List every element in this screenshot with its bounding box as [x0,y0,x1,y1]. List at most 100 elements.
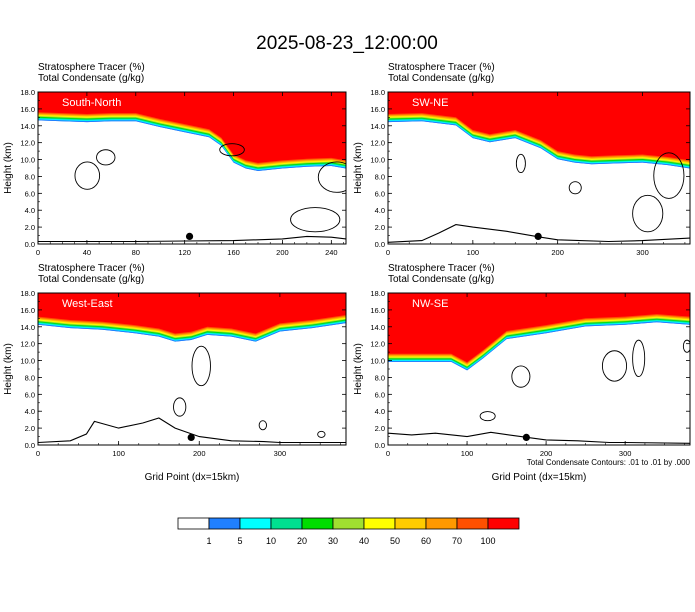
x-tick-label: 40 [83,248,91,257]
condensate-contour-5 [682,339,690,353]
location-marker [534,232,542,240]
y-tick-label: 2.0 [25,223,35,232]
y-tick-label: 4.0 [25,407,35,416]
panel-title-condensate: Total Condensate (g/kg) [388,73,494,84]
tracer-layer-1 [388,293,690,363]
condensate-contour-5 [290,207,341,233]
panel-title-condensate: Total Condensate (g/kg) [38,274,144,285]
y-tick-label: 6.0 [375,189,385,198]
y-tick-label: 4.0 [25,206,35,215]
panel-title-condensate: Total Condensate (g/kg) [388,274,494,285]
y-tick-label: 2.0 [375,424,385,433]
plot-area [388,92,690,243]
y-tick-label: 18.0 [370,289,385,298]
x-axis-label: Grid Point (dx=15km) [145,472,240,483]
chart-panel-1: Stratosphere Tracer (%)Total Condensate … [3,62,347,257]
panel-title-condensate: Total Condensate (g/kg) [38,73,144,84]
x-tick-label: 200 [193,449,206,458]
colorbar-box-5 [301,517,334,530]
x-tick-label: 100 [112,449,125,458]
colorbar-box-2 [208,517,241,530]
y-tick-label: 16.0 [20,306,35,315]
y-tick-label: 10.0 [20,156,35,165]
condensate-contour-4 [317,430,326,438]
y-tick-label: 12.0 [370,340,385,349]
x-tick-label: 0 [386,449,390,458]
x-tick-label: 300 [636,248,649,257]
y-tick-label: 4.0 [375,407,385,416]
y-axis-label: Height (km) [353,142,364,194]
condensate-contour-2 [173,397,187,417]
colorbar-box-8 [394,517,427,530]
panel-title-tracer: Stratosphere Tracer (%) [38,62,145,73]
y-tick-label: 12.0 [370,139,385,148]
chart-panel-2: Stratosphere Tracer (%)Total Condensate … [353,62,691,257]
y-axis-label: Height (km) [3,142,14,194]
condensate-contour-3 [511,365,531,388]
x-tick-label: 200 [276,248,289,257]
y-tick-label: 18.0 [20,289,35,298]
x-tick-label: 0 [36,449,40,458]
colorbar-label: 1 [206,536,211,546]
colorbar-box-1 [177,517,210,530]
colorbar-box-11 [487,517,520,530]
condensate-contour-1 [74,161,101,190]
x-tick-label: 80 [132,248,140,257]
x-tick-label: 160 [227,248,240,257]
y-tick-label: 2.0 [375,223,385,232]
y-tick-label: 0.0 [375,240,385,249]
tracer-layer-1 [388,92,690,161]
tracer-layer-1 [38,92,346,163]
y-tick-label: 14.0 [20,122,35,131]
y-tick-label: 0.0 [25,441,35,450]
figure-title: 2025-08-23_12:00:00 [256,33,438,54]
y-tick-label: 8.0 [25,373,35,382]
colorbar-box-7 [363,517,396,530]
panel-label: West-East [62,298,113,310]
condensate-contour-3 [258,420,267,431]
y-tick-label: 16.0 [370,306,385,315]
x-tick-label: 0 [386,248,390,257]
colorbar-label: 70 [452,536,462,546]
footnote: Total Condensate Contours: .01 to .01 by… [527,458,691,467]
colorbar-label: 30 [328,536,338,546]
y-tick-label: 8.0 [25,172,35,181]
y-tick-label: 10.0 [370,156,385,165]
y-tick-label: 14.0 [370,323,385,332]
tracer-layer-1 [38,293,346,334]
x-tick-label: 200 [540,449,553,458]
location-marker [185,232,194,240]
y-axis-label: Height (km) [3,343,14,395]
condensate-contour-4 [479,411,496,422]
colorbar-label: 100 [480,536,495,546]
panel-label: SW-NE [412,97,448,109]
terrain-line [388,431,690,444]
x-tick-label: 120 [178,248,191,257]
condensate-contour-3 [219,143,245,157]
y-tick-label: 8.0 [375,373,385,382]
y-tick-label: 16.0 [370,105,385,114]
location-marker [187,433,195,441]
y-tick-label: 14.0 [20,323,35,332]
colorbar-box-10 [456,517,489,530]
y-tick-label: 16.0 [20,105,35,114]
panel-label: South-North [62,97,121,109]
condensate-contour-1 [191,345,211,387]
y-tick-label: 12.0 [20,340,35,349]
panels: Stratosphere Tracer (%)Total Condensate … [3,62,691,483]
colorbar-label: 40 [359,536,369,546]
colorbar-label: 50 [390,536,400,546]
panel-title-tracer: Stratosphere Tracer (%) [388,263,495,274]
y-tick-label: 12.0 [20,139,35,148]
x-tick-label: 300 [619,449,632,458]
chart-panel-4: Stratosphere Tracer (%)Total Condensate … [353,263,691,483]
condensate-contour-3 [515,153,526,174]
colorbar-label: 20 [297,536,307,546]
condensate-contour-1 [601,350,628,382]
colorbar-box-4 [270,517,303,530]
y-tick-label: 2.0 [25,424,35,433]
y-tick-label: 6.0 [375,390,385,399]
y-tick-label: 18.0 [370,88,385,97]
condensate-contour-2 [96,149,116,166]
